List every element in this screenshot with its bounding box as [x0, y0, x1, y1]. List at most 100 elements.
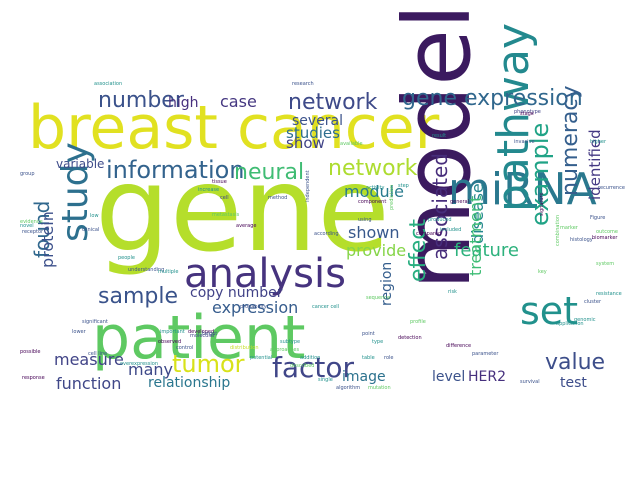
cloud-word: probability [240, 304, 267, 310]
cloud-word: neural [234, 160, 305, 185]
cloud-word: signature [539, 192, 545, 216]
cloud-word: low [90, 213, 99, 219]
cloud-word: control [176, 345, 194, 351]
cloud-word: mutation [368, 385, 391, 391]
cloud-word: according [314, 231, 339, 237]
cloud-word: target [202, 331, 218, 337]
cloud-word: show [286, 134, 325, 152]
cloud-word: clinical [82, 227, 100, 233]
cloud-word: lower [72, 329, 86, 335]
cloud-word: important [160, 329, 185, 335]
cloud-word: invasive [514, 139, 535, 145]
cloud-word: independent [305, 170, 311, 202]
cloud-word: activity [366, 185, 385, 191]
cloud-word: biomarker [592, 235, 618, 241]
cloud-word: tumor [172, 350, 245, 378]
cloud-word: possible [20, 349, 41, 355]
cloud-word: increase [198, 187, 220, 193]
cloud-word: effect [406, 219, 431, 282]
cloud-word: compared [416, 231, 442, 237]
cloud-word: numeracy [558, 85, 583, 197]
cloud-word: survival [520, 379, 540, 385]
cloud-word: resistance [596, 291, 622, 297]
cloud-word: receptor [22, 229, 44, 235]
cloud-word: several [292, 113, 344, 129]
cloud-word: miRNA [448, 164, 597, 215]
cloud-word: association [94, 81, 123, 87]
cloud-word: variable [56, 157, 105, 171]
cloud-word: overexpression [120, 361, 159, 367]
cloud-word: high [168, 95, 199, 111]
cloud-word: single [318, 377, 333, 383]
cloud-word: network [288, 90, 378, 115]
cloud-word: using [358, 217, 372, 223]
cloud-word: number [98, 88, 184, 113]
cloud-word: set [520, 289, 579, 333]
cloud-word: Figure [590, 215, 606, 221]
cloud-word: breast cancer [28, 93, 440, 163]
cloud-word: gene [95, 140, 390, 278]
cloud-word: key [538, 269, 547, 275]
cloud-word: method [268, 195, 288, 201]
cloud-word: value [545, 350, 606, 375]
cloud-word: measure [54, 350, 124, 369]
cloud-word: level [432, 369, 466, 385]
cloud-word: distribution [230, 345, 259, 351]
cloud-word: molecular [190, 333, 215, 339]
cloud-word: sample [98, 284, 178, 309]
cloud-word: module [344, 182, 404, 201]
cloud-word: average [236, 223, 257, 229]
cloud-word: associated [428, 153, 452, 260]
cloud-word: genomic [574, 317, 596, 323]
cloud-word: relationship [148, 375, 231, 391]
cloud-word: detection [398, 335, 422, 341]
cloud-word: gene expression [402, 86, 583, 111]
cloud-word: provide [346, 241, 407, 260]
cloud-word: cluster [584, 299, 602, 305]
cloud-word: histology [570, 237, 593, 243]
cloud-word: table [362, 355, 375, 361]
cloud-word: produced [428, 217, 452, 223]
cloud-word: cell line [88, 351, 108, 357]
cloud-word: profile [410, 319, 426, 325]
cloud-word: case [220, 92, 257, 111]
cloud-word: test [560, 375, 587, 391]
cloud-word: expression [212, 298, 299, 317]
cloud-word: stage [520, 111, 534, 117]
cloud-word: described [290, 363, 315, 369]
cloud-word: cell [220, 195, 229, 201]
cloud-word: included [440, 227, 462, 233]
cloud-word: significant [82, 319, 108, 325]
cloud-word: parameter [472, 351, 499, 357]
cloud-word: understanding [128, 267, 165, 273]
cloud-word: observed [158, 339, 182, 345]
cloud-word: cancer cell [312, 304, 340, 310]
cloud-word: developed [188, 329, 215, 335]
cloud-word: information [106, 156, 245, 184]
cloud-word: analysis [184, 251, 346, 297]
cloud-word: patient [92, 303, 306, 373]
cloud-word: function [56, 374, 122, 393]
cloud-word: evidence [20, 219, 43, 225]
cloud-word: shown [348, 223, 400, 242]
cloud-word: people [118, 255, 135, 261]
cloud-word: copy number [190, 285, 283, 301]
cloud-word: feature [454, 240, 519, 261]
cloud-word: image [342, 369, 386, 385]
cloud-word: subtype [280, 339, 301, 345]
cloud-word: application [556, 321, 584, 327]
cloud-word: novel [20, 223, 34, 229]
cloud-word: type [372, 339, 384, 345]
cloud-word: prediction [389, 184, 395, 210]
cloud-word: component [358, 199, 387, 205]
cloud-word: factor [272, 351, 355, 384]
cloud-word: risk [448, 289, 457, 295]
cloud-word: addition [300, 355, 321, 361]
cloud-word: difference [446, 343, 472, 349]
cloud-word: treatment [466, 195, 485, 276]
cloud-word: studies [286, 124, 340, 142]
cloud-word: many [128, 360, 173, 379]
cloud-word: metastasis [212, 212, 240, 218]
cloud-word: HER2 [468, 369, 507, 385]
